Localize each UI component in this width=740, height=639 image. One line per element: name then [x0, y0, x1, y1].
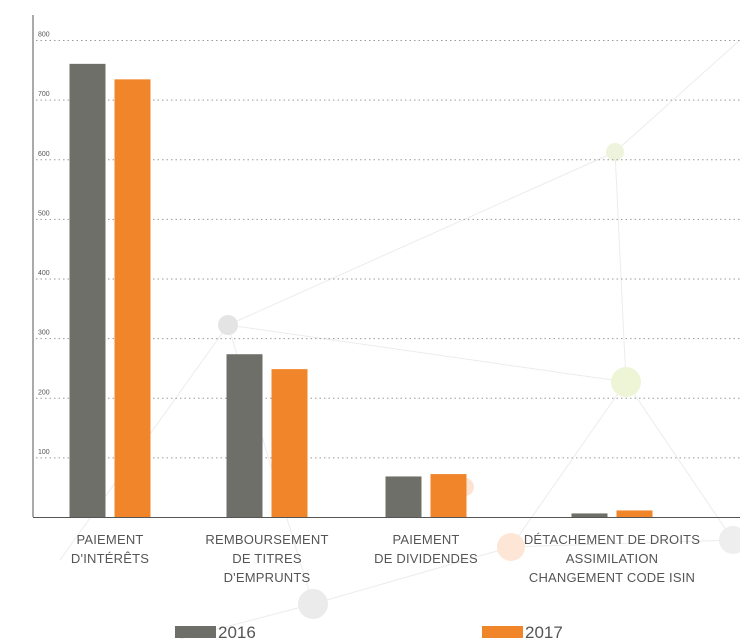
- x-category-label: PAIEMENT: [76, 532, 143, 547]
- x-category-label: REMBOURSEMENT: [205, 532, 328, 547]
- x-category-label: DE TITRES: [232, 551, 302, 566]
- x-category-label: D'EMPRUNTS: [224, 570, 311, 585]
- bar-2016-4: [571, 513, 608, 517]
- bar-2017-3: [430, 474, 467, 517]
- y-tick-label: 700: [38, 91, 50, 98]
- bar-2016-3: [385, 476, 422, 517]
- legend: 2016 2017: [175, 623, 563, 639]
- y-tick-label: 300: [38, 330, 50, 337]
- x-category-label: CHANGEMENT CODE ISIN: [529, 570, 695, 585]
- bars: [69, 63, 653, 517]
- legend-label: 2017: [525, 623, 563, 639]
- legend-swatch-2017: [482, 626, 523, 638]
- y-tick-label: 600: [38, 151, 50, 158]
- x-category-label: PAIEMENT: [392, 532, 459, 547]
- background-network-decoration: [59, 39, 740, 639]
- bar-2017-1: [114, 79, 151, 517]
- bar-2017-2: [271, 369, 308, 517]
- legend-label: 2016: [218, 623, 256, 639]
- axes: [32, 15, 740, 518]
- gridlines: [36, 40, 740, 459]
- x-category-label: ASSIMILATION: [566, 551, 658, 566]
- x-category-label: DE DIVIDENDES: [374, 551, 478, 566]
- y-tick-label: 100: [38, 449, 50, 456]
- category-labels: PAIEMENT D'INTÉRÊTS REMBOURSEMENT DE TITRES…: [71, 532, 700, 585]
- bar-2017-4: [616, 510, 653, 517]
- legend-swatch-2016: [175, 626, 216, 638]
- x-category-label: D'INTÉRÊTS: [71, 551, 149, 566]
- y-tick-label: 200: [38, 389, 50, 396]
- y-tick-label: 500: [38, 210, 50, 217]
- x-category-label: DÉTACHEMENT DE DROITS: [524, 532, 700, 547]
- bar-2016-1: [69, 63, 106, 517]
- y-axis-ticks: 100 200 300 400 500 600 700 800: [38, 32, 50, 456]
- y-tick-label: 800: [38, 32, 50, 39]
- y-tick-label: 400: [38, 270, 50, 277]
- bar-2016-2: [226, 354, 263, 517]
